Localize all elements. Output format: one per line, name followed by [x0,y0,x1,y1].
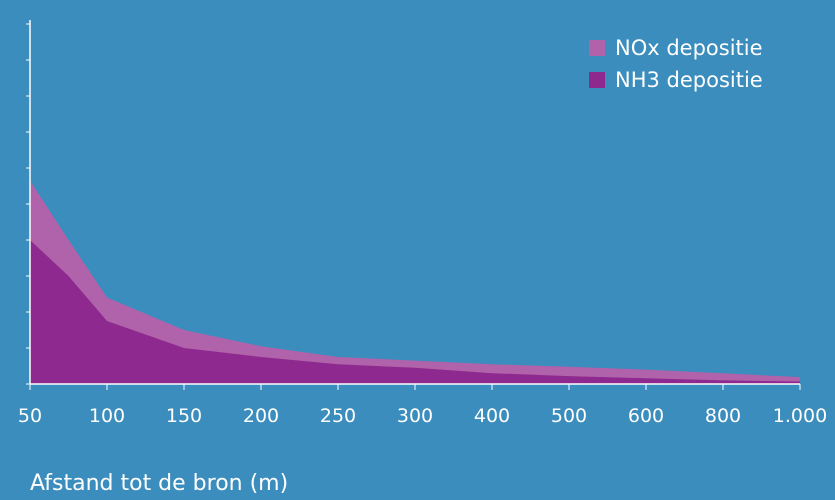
x-tick-label: 400 [474,405,510,427]
x-tick-label: 200 [243,405,279,427]
legend-swatch-nh3 [589,72,605,88]
x-tick-label: 50 [18,405,42,427]
x-axis-ticks: 50 100 150 200 250 300 400 500 600 800 1.000 [18,384,827,427]
legend-label-nh3: NH3 depositie [615,68,763,92]
area-nh3-depositie [30,240,800,384]
x-tick-label: 500 [551,405,587,427]
x-tick-label: 300 [397,405,433,427]
x-tick-label: 600 [628,405,664,427]
legend-label-nox: NOx depositie [615,36,763,60]
x-tick-label: 800 [705,405,741,427]
x-tick-label: 100 [89,405,125,427]
chart-areas [30,180,800,384]
x-tick-label: 150 [166,405,202,427]
y-axis-ticks [26,23,30,385]
legend: NOx depositie NH3 depositie [589,36,763,92]
legend-swatch-nox [589,40,605,56]
x-tick-label: 250 [320,405,356,427]
x-axis-title: Afstand tot de bron (m) [30,471,288,496]
x-tick-label: 1.000 [773,405,827,427]
